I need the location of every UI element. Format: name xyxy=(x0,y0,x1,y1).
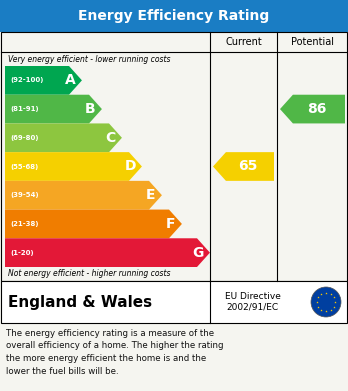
Text: B: B xyxy=(85,102,96,116)
Text: (69-80): (69-80) xyxy=(10,135,39,141)
Text: EU Directive
2002/91/EC: EU Directive 2002/91/EC xyxy=(225,292,281,312)
Text: G: G xyxy=(192,246,204,260)
Text: F: F xyxy=(166,217,175,231)
Bar xyxy=(0,0,348,32)
Text: Potential: Potential xyxy=(291,37,334,47)
Text: 86: 86 xyxy=(307,102,326,116)
Polygon shape xyxy=(5,124,122,152)
Polygon shape xyxy=(280,95,345,124)
Text: (21-38): (21-38) xyxy=(10,221,39,227)
Text: E: E xyxy=(145,188,155,202)
Text: Not energy efficient - higher running costs: Not energy efficient - higher running co… xyxy=(8,269,171,278)
Circle shape xyxy=(311,287,341,317)
Text: (92-100): (92-100) xyxy=(10,77,44,83)
Text: 65: 65 xyxy=(238,160,257,174)
Text: C: C xyxy=(105,131,116,145)
Text: (39-54): (39-54) xyxy=(10,192,39,198)
Text: England & Wales: England & Wales xyxy=(8,294,152,310)
Polygon shape xyxy=(5,210,182,238)
Polygon shape xyxy=(5,152,142,181)
Bar xyxy=(1,32,347,281)
Text: Energy Efficiency Rating: Energy Efficiency Rating xyxy=(78,9,270,23)
Polygon shape xyxy=(5,181,162,210)
Text: (81-91): (81-91) xyxy=(10,106,39,112)
Polygon shape xyxy=(5,66,82,95)
Text: (1-20): (1-20) xyxy=(10,249,34,256)
Polygon shape xyxy=(5,238,210,267)
Text: A: A xyxy=(65,74,76,87)
Text: The energy efficiency rating is a measure of the
overall efficiency of a home. T: The energy efficiency rating is a measur… xyxy=(6,329,223,375)
Text: (55-68): (55-68) xyxy=(10,163,38,170)
Polygon shape xyxy=(5,95,102,124)
Text: Very energy efficient - lower running costs: Very energy efficient - lower running co… xyxy=(8,54,171,63)
Bar xyxy=(1,281,347,323)
Text: Current: Current xyxy=(225,37,262,47)
Text: D: D xyxy=(125,160,136,174)
Polygon shape xyxy=(213,152,274,181)
